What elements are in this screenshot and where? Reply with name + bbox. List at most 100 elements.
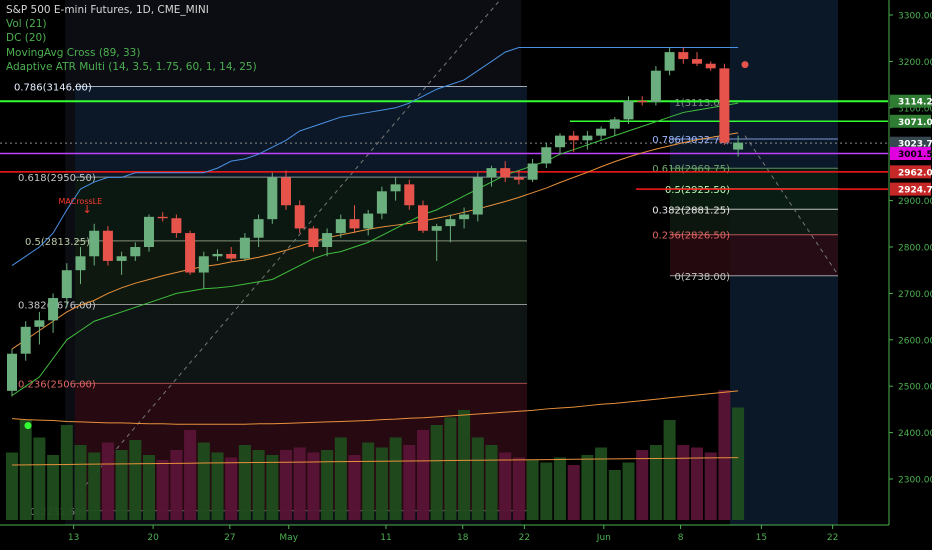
candle[interactable] [623,96,634,125]
candle[interactable] [733,135,744,157]
candle[interactable] [513,170,524,185]
candle-body [89,230,100,257]
candle[interactable] [486,165,497,187]
fib-zone [75,240,527,305]
candle-body [664,52,675,71]
candle[interactable] [472,172,483,222]
fib-zone [670,209,838,235]
volume-bar [471,437,484,520]
legend-moving-avg-cross[interactable]: MovingAvg Cross (89, 33) [6,46,141,59]
candle[interactable] [226,247,237,261]
candle[interactable] [20,321,31,361]
legend-adaptive-atr[interactable]: Adaptive ATR Multi (14, 3.5, 1.75, 60, 1… [6,60,257,73]
time-tick-label: 8 [678,533,684,543]
time-tick-label: 22 [827,533,838,543]
candle-body [198,256,209,273]
candle[interactable] [308,226,319,252]
candle[interactable] [34,311,45,345]
candle[interactable] [61,263,72,308]
candle[interactable] [596,126,607,141]
candle-body [75,256,86,271]
candle[interactable] [527,158,538,183]
candle[interactable] [541,142,552,169]
candle[interactable] [335,214,346,238]
candle[interactable] [116,251,127,275]
candle[interactable] [376,186,387,220]
price-badge[interactable] [890,94,931,108]
candle[interactable] [239,233,250,261]
price-badge[interactable] [890,147,931,161]
candle[interactable] [157,212,168,222]
volume-bar [252,450,265,520]
candle[interactable] [404,179,415,210]
candle[interactable] [650,66,661,106]
candle[interactable] [198,251,209,289]
candle[interactable] [637,96,648,106]
fib-level-label: 0.236(2506.00) [18,379,96,390]
candle-body [308,228,319,247]
candle[interactable] [322,228,333,257]
candle[interactable] [418,200,428,234]
volume-bar [567,465,580,520]
candle[interactable] [555,133,565,155]
candle[interactable] [678,47,689,64]
candle[interactable] [363,209,374,236]
candle[interactable] [431,223,442,261]
candle[interactable] [130,242,141,261]
price-badge[interactable] [890,182,931,196]
candle[interactable] [281,170,291,210]
signal-arrow-icon: ↓ [83,203,92,216]
candle[interactable] [294,200,305,234]
candle[interactable] [212,249,223,261]
price-badge[interactable] [890,165,931,179]
candle-body [376,191,387,214]
fib-level-label: 0.618(2969.75) [652,164,730,175]
candle[interactable] [459,207,470,229]
candle[interactable] [664,47,675,76]
price-badge-label: 3071.00 [898,118,932,128]
candle[interactable] [171,214,182,238]
price-badge[interactable] [890,136,931,150]
volume-bar [197,442,210,520]
candle[interactable] [390,177,401,201]
volume-bar [33,437,46,520]
candle-body [650,70,661,103]
candle-body [500,168,511,178]
volume-bar [74,445,87,520]
candle[interactable] [75,247,86,285]
candle[interactable] [500,161,511,183]
candle-body [623,100,634,120]
volume-bar [293,447,306,520]
candle-body [733,142,744,150]
candle[interactable] [719,63,730,145]
candle[interactable] [267,172,278,224]
volume-bar [389,437,402,520]
candle[interactable] [692,52,702,67]
price-tick-label: 2600.00 [898,336,932,346]
candle[interactable] [144,214,154,252]
candle[interactable] [48,293,59,333]
candle[interactable] [185,230,196,275]
legend-volume[interactable]: Vol (21) [6,18,47,31]
candle[interactable] [445,214,456,243]
time-tick-label: 11 [380,533,391,543]
candle-body [418,205,428,231]
candle[interactable] [705,61,716,71]
candle-body [568,135,579,141]
volume-bar [636,450,649,520]
volume-bar [60,425,73,520]
candle-body [239,237,250,259]
candle[interactable] [568,131,579,152]
candle[interactable] [582,131,593,150]
legend-donchian[interactable]: DC (20) [6,32,47,45]
candle[interactable] [253,214,264,247]
candle[interactable] [349,205,360,234]
price-badge[interactable] [890,114,931,128]
candle[interactable] [609,117,620,136]
candle[interactable] [102,226,113,266]
donchian-upper-line [11,46,739,266]
candle[interactable] [7,349,17,397]
candle[interactable] [89,223,100,266]
